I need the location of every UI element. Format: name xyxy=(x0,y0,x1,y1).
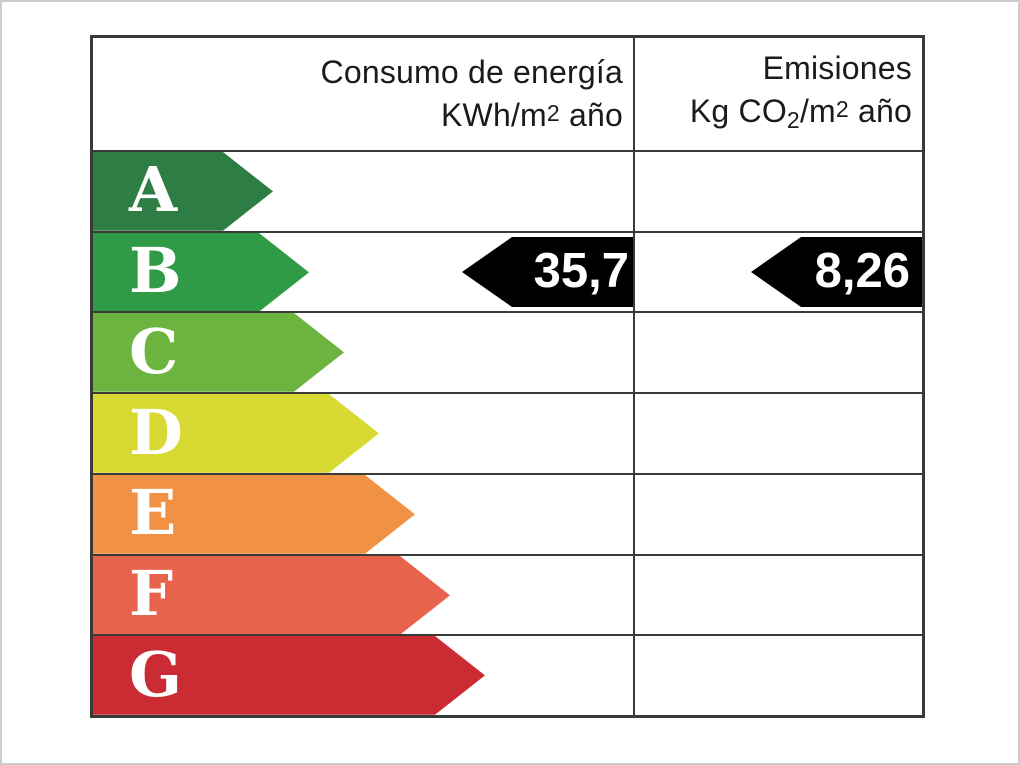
rating-cell-c: C xyxy=(93,313,635,393)
rating-cell-b: B 35,7 xyxy=(93,232,635,312)
emissions-column-header: Emisiones Kg CO2/m2 año xyxy=(635,38,922,150)
consumption-unit: KWh/m2 año xyxy=(441,97,623,133)
rating-cell-f: F xyxy=(93,555,635,635)
rating-cell-d: D xyxy=(93,394,635,473)
consumption-indicator-arrow: 35,7 xyxy=(462,237,633,308)
rating-arrow-a-icon xyxy=(93,152,273,231)
emissions-cell-d xyxy=(635,394,922,473)
emissions-cell-c xyxy=(635,313,922,392)
rating-letter-c: C xyxy=(129,314,179,388)
table-header-row: Consumo de energía KWh/m2 año Emisiones … xyxy=(93,38,922,150)
rating-letter-b: B xyxy=(129,233,182,307)
rating-row-f: F xyxy=(93,553,922,635)
rating-cell-g: G xyxy=(93,636,635,716)
emissions-title: Emisiones xyxy=(762,49,912,86)
rating-arrow-f-icon xyxy=(93,555,450,635)
left-arrow-icon xyxy=(462,237,633,308)
emissions-cell-f xyxy=(635,556,922,635)
emissions-cell-a xyxy=(635,152,922,231)
consumption-column-header: Consumo de energía KWh/m2 año xyxy=(93,38,635,150)
emissions-cell-g xyxy=(635,636,922,715)
rating-row-a: A xyxy=(93,150,922,231)
energy-rating-table: Consumo de energía KWh/m2 año Emisiones … xyxy=(90,35,925,718)
rating-arrow-d-icon xyxy=(93,394,379,473)
rating-letter-f: F xyxy=(129,556,174,630)
emissions-cell-b: 8,26 xyxy=(635,233,922,312)
rating-letter-e: E xyxy=(129,475,177,549)
rating-cell-e: E xyxy=(93,474,635,554)
rating-row-d: D xyxy=(93,392,922,473)
emissions-indicator-arrow: 8,26 xyxy=(751,237,922,308)
consumption-value: 35,7 xyxy=(533,244,629,299)
rating-row-c: C xyxy=(93,311,922,393)
emissions-value: 8,26 xyxy=(814,244,910,299)
rating-arrow-b-icon xyxy=(93,232,309,312)
rating-arrow-e-icon xyxy=(93,474,415,554)
consumption-title: Consumo de energía xyxy=(320,54,623,90)
rating-letter-g: G xyxy=(129,637,182,711)
rating-letter-d: D xyxy=(129,395,183,469)
left-arrow-icon xyxy=(751,237,922,308)
emissions-cell-e xyxy=(635,475,922,554)
emissions-unit: Kg CO2/m2 año xyxy=(689,92,912,133)
rating-row-e: E xyxy=(93,472,922,554)
rating-row-g: G xyxy=(93,634,922,716)
rating-arrow-c-icon xyxy=(93,313,344,393)
rating-letter-a: A xyxy=(129,153,178,227)
rating-cell-a: A xyxy=(93,152,635,231)
rating-row-b: B 35,7 8,26 xyxy=(93,230,922,312)
rating-arrow-g-icon xyxy=(93,636,485,716)
